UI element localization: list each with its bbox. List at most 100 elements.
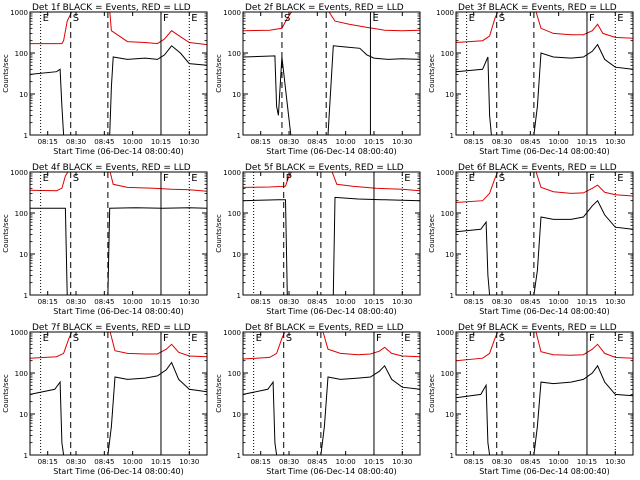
events-series-line (30, 361, 207, 455)
x-tick-label: 10:00 (549, 458, 569, 466)
x-tick-label: 10:30 (179, 138, 199, 146)
y-tick-label: 1 (24, 452, 28, 460)
y-tick-label: 1 (450, 292, 454, 300)
y-tick-label: 1 (24, 292, 28, 300)
plot-frame (29, 171, 208, 296)
y-tick-label: 1000 (436, 329, 454, 337)
y-axis-label: Counts/sec (2, 54, 10, 93)
chart-title: Det 7f BLACK = Events, RED = LLD (32, 323, 191, 333)
event-marker-label: E (191, 13, 197, 24)
event-marker-label: P (286, 173, 292, 184)
x-tick-label: 10:30 (392, 298, 412, 306)
x-tick-label: 10:00 (123, 138, 143, 146)
plot-frame (242, 331, 421, 456)
event-marker-label: S (73, 333, 79, 344)
events-series-line (243, 364, 420, 455)
x-tick-label: 08:15 (251, 298, 271, 306)
events-series-line (243, 45, 420, 135)
y-tick-label: 10 (445, 411, 454, 419)
events-series-line (456, 364, 633, 455)
x-tick-label: 08:30 (492, 298, 512, 306)
x-axis-label: Start Time (06-Dec-14 08:00:40) (479, 307, 610, 316)
plot-frame (455, 171, 634, 296)
y-tick-label: 1 (237, 292, 241, 300)
lld-series-line (30, 12, 207, 46)
event-marker-label: S (286, 333, 292, 344)
plot-frame (29, 331, 208, 456)
y-tick-label: 100 (228, 370, 241, 378)
event-marker-label: E (43, 333, 49, 344)
event-marker-label: E (617, 173, 623, 184)
y-tick-label: 100 (441, 210, 454, 218)
event-marker-label: S (73, 173, 79, 184)
x-tick-label: 08:45 (94, 458, 114, 466)
event-marker-label: E (404, 173, 410, 184)
y-tick-label: 1000 (10, 9, 28, 17)
y-tick-label: 100 (15, 210, 28, 218)
x-tick-label: 10:00 (336, 298, 356, 306)
event-marker-label: S (499, 173, 505, 184)
x-tick-label: 10:30 (392, 458, 412, 466)
chart-panel-7: Det 7f BLACK = Events, RED = LLD Counts/s… (2, 323, 208, 476)
y-tick-label: 10 (19, 91, 28, 99)
y-axis-label: Counts/sec (428, 374, 436, 413)
y-axis-label: Counts/sec (215, 214, 223, 253)
events-series-line (30, 207, 207, 295)
x-tick-label: 08:45 (520, 138, 540, 146)
chart-panel-6: Det 6f BLACK = Events, RED = LLD Counts/s… (428, 163, 634, 316)
lld-series-line (30, 172, 207, 192)
lld-series-line (456, 332, 633, 362)
chart-panel-3: Det 3f BLACK = Events, RED = LLD Counts/s… (428, 3, 634, 156)
x-tick-label: 08:45 (520, 458, 540, 466)
plot-frame (455, 331, 634, 456)
x-tick-label: 08:15 (464, 458, 484, 466)
x-tick-label: 10:30 (179, 298, 199, 306)
y-axis-label: Counts/sec (428, 54, 436, 93)
y-tick-label: 1 (237, 132, 241, 140)
chart-title: Det 5f BLACK = Events, RED = LLD (245, 163, 404, 173)
chart-title: Det 4f BLACK = Events, RED = LLD (32, 163, 191, 173)
y-tick-label: 1000 (436, 169, 454, 177)
x-axis-label: Start Time (06-Dec-14 08:00:40) (53, 307, 184, 316)
chart-panel-9: Det 9f BLACK = Events, RED = LLD Counts/s… (428, 323, 634, 476)
chart-title: Det 9f BLACK = Events, RED = LLD (458, 323, 617, 333)
y-tick-label: 100 (15, 370, 28, 378)
event-marker-label: E (617, 13, 623, 24)
event-marker-label: F (163, 13, 169, 24)
event-marker-label: F (589, 173, 595, 184)
x-tick-label: 08:30 (66, 458, 86, 466)
x-axis-label: Start Time (06-Dec-14 08:00:40) (53, 147, 184, 156)
x-tick-label: 10:00 (336, 138, 356, 146)
lld-series-line (456, 12, 633, 43)
chart-title: Det 6f BLACK = Events, RED = LLD (458, 163, 617, 173)
x-tick-label: 10:15 (364, 458, 384, 466)
x-tick-label: 10:00 (123, 458, 143, 466)
x-tick-label: 10:00 (336, 458, 356, 466)
y-tick-label: 1000 (223, 329, 241, 337)
y-tick-label: 100 (228, 210, 241, 218)
x-axis-label: Start Time (06-Dec-14 08:00:40) (479, 467, 610, 476)
y-tick-label: 1 (450, 132, 454, 140)
y-tick-label: 10 (232, 411, 241, 419)
y-tick-label: 10 (19, 251, 28, 259)
x-tick-label: 10:30 (605, 458, 625, 466)
y-tick-label: 1000 (223, 9, 241, 17)
event-marker-label: E (191, 173, 197, 184)
chart-title: Det 8f BLACK = Events, RED = LLD (245, 323, 404, 333)
events-series-line (456, 199, 633, 295)
x-tick-label: 10:15 (151, 458, 171, 466)
x-tick-label: 08:45 (520, 298, 540, 306)
x-tick-label: 08:15 (464, 298, 484, 306)
y-axis-label: Counts/sec (428, 214, 436, 253)
chart-panel-4: Det 4f BLACK = Events, RED = LLD Counts/s… (2, 163, 208, 316)
x-tick-label: 10:30 (605, 138, 625, 146)
y-axis-label: Counts/sec (2, 214, 10, 253)
events-series-line (30, 45, 207, 135)
x-tick-label: 08:15 (38, 138, 58, 146)
chart-panel-5: Det 5f BLACK = Events, RED = LLD Counts/s… (215, 163, 421, 316)
x-tick-label: 08:45 (307, 138, 327, 146)
event-marker-label: F (589, 333, 595, 344)
x-tick-label: 08:30 (66, 138, 86, 146)
x-tick-label: 08:30 (279, 138, 299, 146)
